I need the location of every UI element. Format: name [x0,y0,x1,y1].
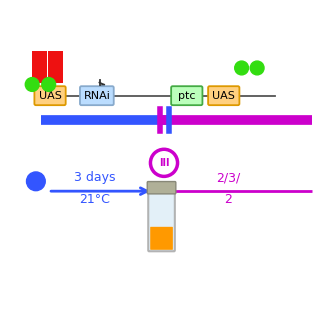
Bar [32,52,47,67]
Text: UAS: UAS [39,91,61,101]
Text: 2: 2 [224,193,232,206]
FancyBboxPatch shape [34,86,66,105]
Circle shape [25,77,39,92]
Bar [48,68,63,83]
FancyBboxPatch shape [148,191,175,251]
Bar [32,68,47,83]
Circle shape [42,77,56,92]
Text: 21°C: 21°C [80,193,110,206]
Circle shape [250,61,264,75]
Text: RNAi: RNAi [84,91,110,101]
Bar [48,52,63,67]
Text: UAS: UAS [212,91,235,101]
Circle shape [27,172,45,191]
Text: ptc: ptc [178,91,196,101]
Text: 2/3/: 2/3/ [216,171,240,184]
Text: III: III [159,158,169,168]
FancyBboxPatch shape [208,86,239,105]
FancyBboxPatch shape [150,227,173,250]
FancyBboxPatch shape [171,86,203,105]
Text: 3 days: 3 days [74,171,116,184]
FancyBboxPatch shape [147,181,176,194]
FancyBboxPatch shape [80,86,114,105]
Circle shape [235,61,249,75]
